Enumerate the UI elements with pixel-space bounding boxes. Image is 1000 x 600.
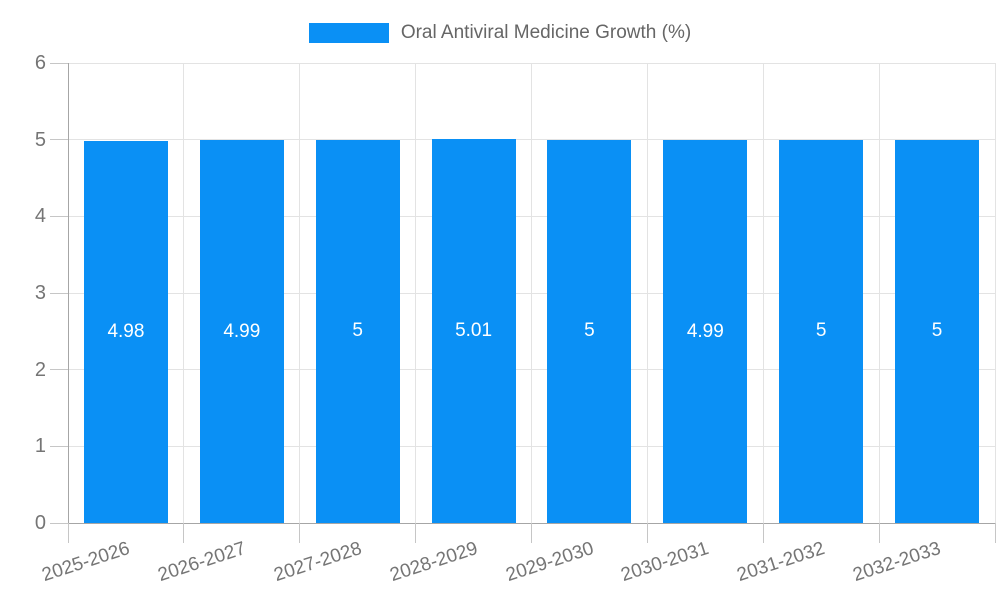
- x-tick-label: 2027-2028: [271, 538, 365, 587]
- x-tick-label: 2030-2031: [618, 538, 712, 587]
- x-tick-label: 2026-2027: [155, 538, 249, 587]
- y-tick-mark: [50, 292, 68, 294]
- y-tick-mark: [50, 139, 68, 141]
- y-tick-mark: [50, 369, 68, 371]
- y-tick-label: 1: [34, 435, 46, 458]
- x-tick-mark: [415, 523, 417, 543]
- gridline-vertical: [299, 63, 301, 523]
- y-tick-label: 2: [34, 358, 46, 381]
- legend-item[interactable]: Oral Antiviral Medicine Growth (%): [0, 22, 1000, 44]
- x-tick-label: 2031-2032: [734, 538, 828, 587]
- gridline-vertical: [878, 63, 880, 523]
- bar-2027-2028[interactable]: [315, 139, 400, 523]
- y-tick-mark: [50, 215, 68, 217]
- bar-2028-2029[interactable]: [431, 138, 516, 523]
- y-tick-label: 0: [34, 512, 46, 534]
- y-tick-mark: [50, 522, 68, 524]
- x-tick-mark: [531, 523, 532, 543]
- legend-color-swatch: [308, 23, 389, 43]
- bar-2026-2027[interactable]: [199, 140, 284, 523]
- gridline-horizontal: [68, 62, 995, 64]
- gridline-vertical: [762, 63, 764, 523]
- y-tick-label: 6: [34, 52, 46, 74]
- x-tick-mark: [878, 523, 880, 543]
- plot-area: 4.98 4.99 5 5.01 5 4.99 5 5: [50, 62, 996, 543]
- bar-2030-2031[interactable]: [663, 140, 748, 523]
- x-tick-mark: [994, 523, 996, 543]
- bar-2031-2032[interactable]: [779, 139, 864, 523]
- y-tick-label: 5: [34, 128, 46, 151]
- y-tick-label: 4: [34, 205, 46, 228]
- x-tick-label: 2025-2026: [39, 538, 133, 587]
- x-tick-mark: [646, 523, 648, 543]
- gridline-vertical: [646, 63, 648, 523]
- y-tick-mark: [50, 62, 68, 64]
- y-tick-mark: [50, 445, 68, 447]
- y-axis-line: [67, 63, 69, 523]
- x-tick-mark: [299, 523, 301, 543]
- bar-2025-2026[interactable]: [83, 141, 168, 523]
- gridline-vertical: [415, 63, 417, 523]
- x-tick-mark: [67, 523, 69, 543]
- x-tick-mark: [762, 523, 764, 543]
- gridline-vertical: [994, 63, 996, 523]
- bar-2032-2033[interactable]: [895, 139, 980, 523]
- legend-label: Oral Antiviral Medicine Growth (%): [400, 22, 692, 43]
- y-tick-label: 3: [34, 282, 46, 304]
- x-tick-mark: [183, 523, 185, 543]
- x-tick-label: 2029-2030: [503, 538, 596, 587]
- gridline-vertical: [183, 63, 185, 523]
- x-tick-label: 2032-2033: [850, 538, 944, 587]
- x-tick-label: 2028-2029: [387, 538, 481, 587]
- gridline-vertical: [531, 63, 532, 523]
- bar-2029-2030[interactable]: [547, 139, 632, 523]
